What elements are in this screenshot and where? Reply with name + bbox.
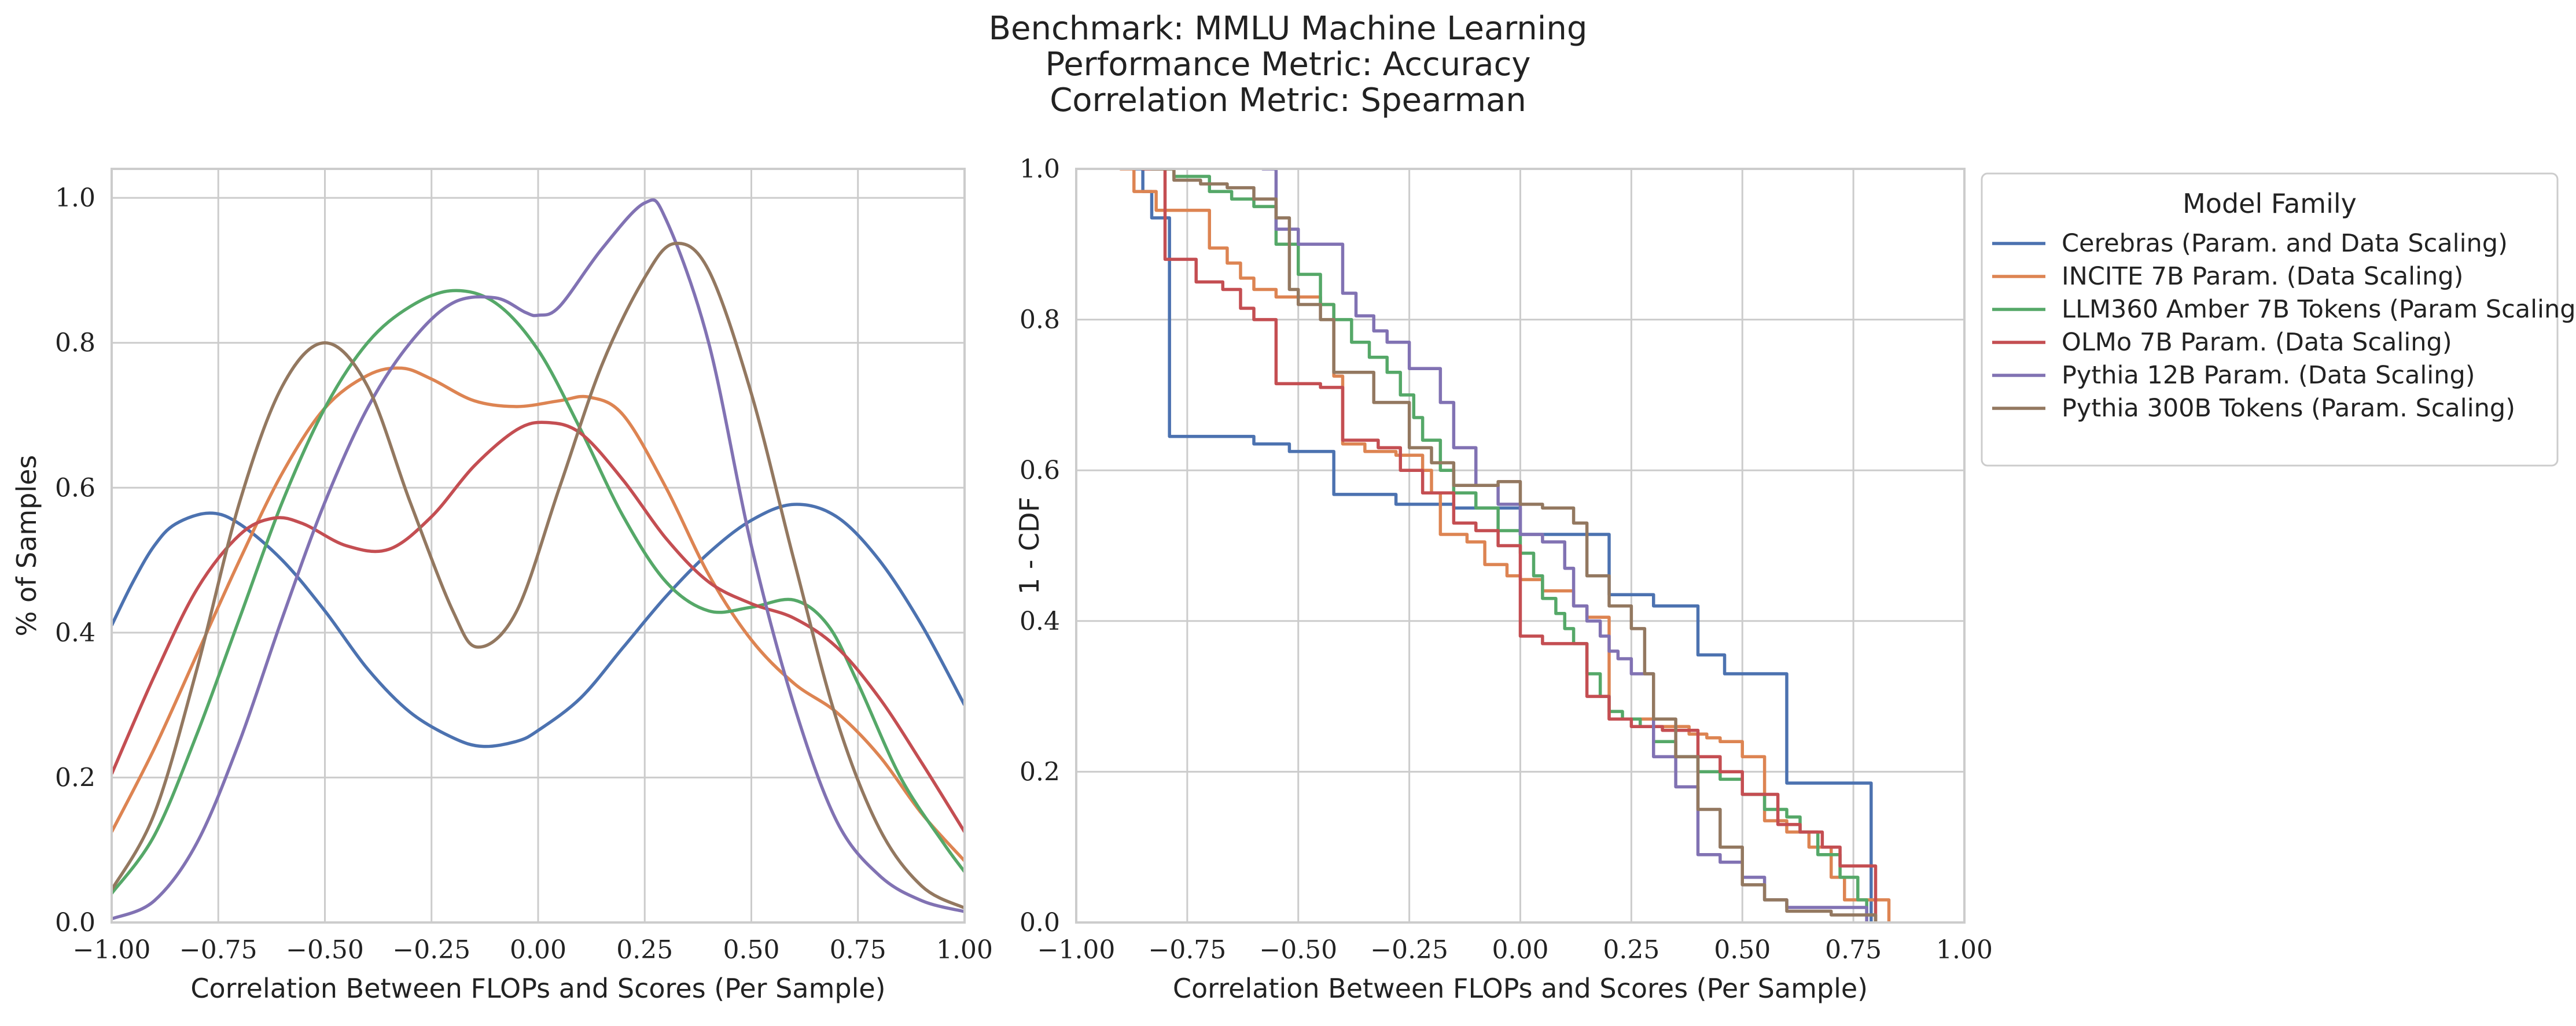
y-tick-label: 0.2 xyxy=(1020,757,1060,787)
y-tick-label: 0.4 xyxy=(1020,607,1060,636)
cdf-chart: −1.00 −0.75 −0.50 −0.25 0.00 0.25 0.50 0.75 1.00… xyxy=(1014,154,1993,1004)
y-tick-label: 0.0 xyxy=(55,908,95,938)
y-tick-label: 0.8 xyxy=(55,329,95,358)
x-tick-label: 1.00 xyxy=(1936,935,1993,965)
series-line-2 xyxy=(1119,169,1891,922)
title-line-1: Benchmark: MMLU Machine Learning xyxy=(989,10,1588,47)
y-axis-label: % of Samples xyxy=(11,455,42,637)
x-tick-label: 0.25 xyxy=(1603,935,1659,965)
x-tick-label: 0.00 xyxy=(510,935,566,965)
x-axis-label: Correlation Between FLOPs and Scores (Pe… xyxy=(1173,973,1868,1004)
plot-frame xyxy=(111,168,966,924)
x-tick-label: 0.75 xyxy=(830,935,886,965)
legend-entry: Cerebras (Param. and Data Scaling) xyxy=(2062,229,2508,258)
x-tick-label: 1.00 xyxy=(936,935,993,965)
y-tick-label: 0.6 xyxy=(55,473,95,503)
x-tick-label: −1.00 xyxy=(73,935,151,965)
x-tick-label: 0.50 xyxy=(723,935,780,965)
legend-frame xyxy=(1981,172,2559,467)
series-line-6 xyxy=(112,241,965,910)
series-line-4 xyxy=(112,420,965,833)
kde-chart: −1.00 −0.75 −0.50 −0.25 0.00 0.25 0.50 0.75 1.00… xyxy=(11,168,993,1004)
y-axis-label: 1 - CDF xyxy=(1014,497,1045,595)
x-tick-label: −0.50 xyxy=(1259,935,1337,965)
x-tick-label: −1.00 xyxy=(1037,935,1116,965)
x-tick-label: 0.75 xyxy=(1825,935,1882,965)
x-tick-label: 0.25 xyxy=(616,935,673,965)
series-line-3 xyxy=(1141,169,1878,922)
y-tick-label: 0.4 xyxy=(55,618,95,648)
legend-entry: Pythia 12B Param. (Data Scaling) xyxy=(2062,361,2475,390)
series-line-6 xyxy=(1150,169,1878,922)
series-line-2 xyxy=(112,366,965,862)
series-line-5 xyxy=(1261,169,1868,922)
title-line-2: Performance Metric: Accuracy xyxy=(1045,46,1530,83)
series-line-1 xyxy=(1132,169,1873,922)
series-line-4 xyxy=(1141,169,1878,922)
legend-entry: INCITE 7B Param. (Data Scaling) xyxy=(2062,262,2463,291)
x-tick-label: −0.75 xyxy=(179,935,257,965)
x-tick-label: −0.25 xyxy=(392,935,470,965)
x-tick-label: −0.75 xyxy=(1148,935,1226,965)
x-tick-label: 0.00 xyxy=(1492,935,1549,965)
legend-title: Model Family xyxy=(2183,188,2357,219)
x-tick-label: 0.50 xyxy=(1714,935,1771,965)
y-tick-label: 0.2 xyxy=(55,763,95,792)
figure-title: Benchmark: MMLU Machine Learning Perform… xyxy=(989,10,1588,119)
series-line-3 xyxy=(112,289,965,895)
x-tick-label: −0.50 xyxy=(286,935,364,965)
title-line-3: Correlation Metric: Spearman xyxy=(1050,82,1526,119)
legend-entry: LLM360 Amber 7B Tokens (Param Scaling) xyxy=(2062,295,2576,324)
y-tick-label: 1.0 xyxy=(1020,154,1060,184)
series-line-5 xyxy=(112,198,965,921)
x-tick-label: −0.25 xyxy=(1370,935,1448,965)
plot-frame xyxy=(1075,168,1966,924)
legend-entry: OLMo 7B Param. (Data Scaling) xyxy=(2062,328,2452,357)
legend: Model Family Cerebras (Param. and Data Sc… xyxy=(1981,172,2576,467)
legend-entry: Pythia 300B Tokens (Param. Scaling) xyxy=(2062,394,2515,423)
series-group xyxy=(112,198,965,921)
y-tick-label: 1.0 xyxy=(55,183,95,213)
x-axis-label: Correlation Between FLOPs and Scores (Pe… xyxy=(190,973,885,1004)
y-tick-label: 0.8 xyxy=(1020,305,1060,335)
series-line-1 xyxy=(112,503,965,748)
series-group xyxy=(1119,169,1891,922)
y-tick-label: 0.0 xyxy=(1020,908,1060,938)
y-tick-label: 0.6 xyxy=(1020,456,1060,485)
